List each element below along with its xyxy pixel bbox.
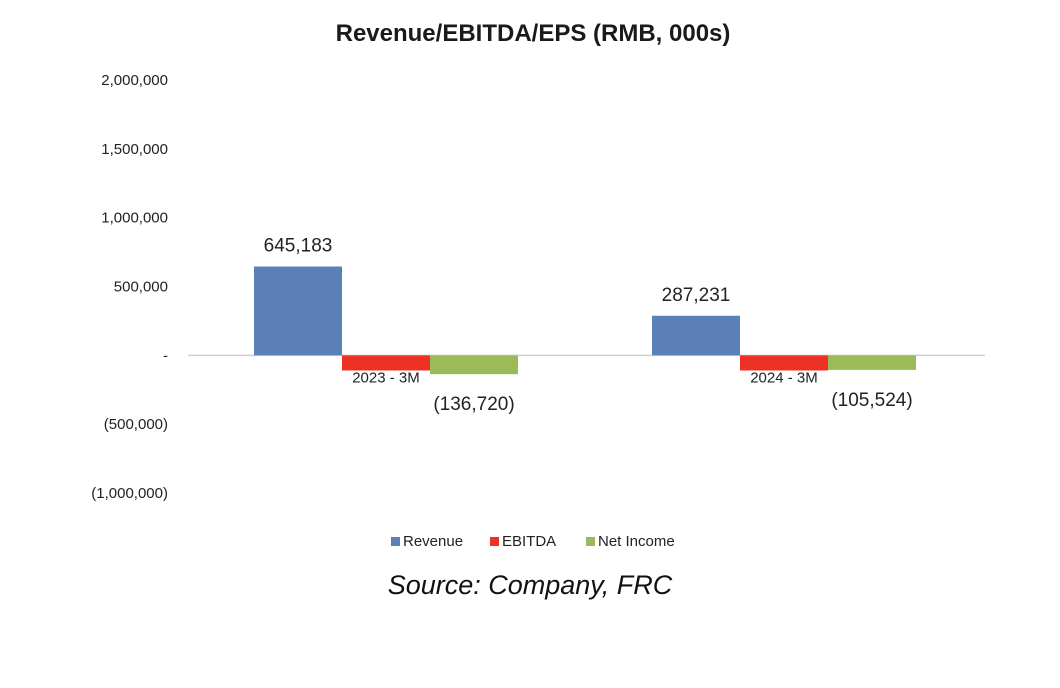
data-labels: 645,183 287,231 (136,720) (105,524) — [264, 236, 913, 416]
legend-label: Net Income — [598, 533, 675, 550]
legend-swatch — [490, 537, 499, 546]
bar-net-income-1 — [430, 355, 518, 375]
y-tick-label: (500,000) — [104, 416, 168, 433]
bar-ebitda-2 — [740, 355, 828, 371]
y-tick-label: 500,000 — [114, 279, 168, 296]
data-label: 287,231 — [662, 285, 731, 306]
y-tick-label: - — [163, 347, 168, 364]
category-labels: 2023 - 3M 2024 - 3M — [352, 369, 818, 386]
y-tick-label: 2,000,000 — [101, 72, 168, 89]
y-tick-label: (1,000,000) — [91, 485, 168, 502]
bar-net-income-2 — [828, 355, 916, 370]
legend-label: Revenue — [403, 533, 463, 550]
data-label: (105,524) — [831, 390, 912, 411]
bar-revenue-2 — [652, 315, 740, 356]
data-label: (136,720) — [433, 394, 514, 415]
chart-title: Revenue/EBITDA/EPS (RMB, 000s) — [336, 20, 731, 47]
y-tick-label: 1,000,000 — [101, 210, 168, 227]
y-axis: 2,000,000 1,500,000 1,000,000 500,000 - (500,… — [91, 72, 168, 502]
source-note: Source: Company, FRC — [387, 570, 673, 600]
category-label: 2024 - 3M — [750, 369, 818, 386]
legend-label: EBITDA — [502, 533, 556, 550]
category-label: 2023 - 3M — [352, 369, 420, 386]
data-label: 645,183 — [264, 236, 333, 257]
bar-ebitda-1 — [342, 355, 430, 371]
legend-swatch — [391, 537, 400, 546]
y-tick-label: 1,500,000 — [101, 141, 168, 158]
legend: Revenue EBITDA Net Income — [391, 533, 675, 550]
bars — [254, 266, 916, 375]
bar-revenue-1 — [254, 266, 342, 356]
legend-swatch — [586, 537, 595, 546]
